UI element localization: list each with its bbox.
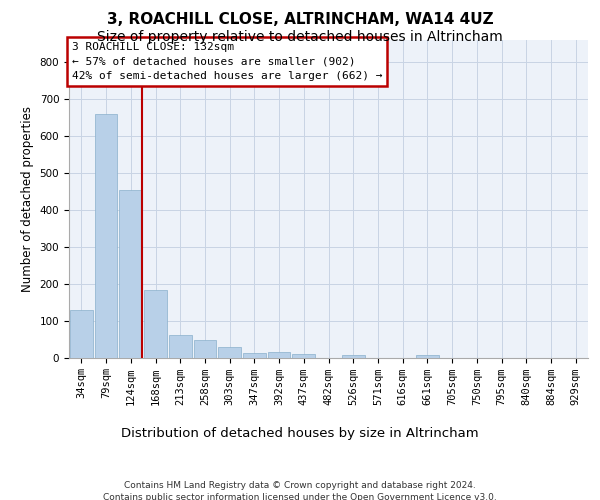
Bar — [194, 340, 216, 357]
Text: Contains public sector information licensed under the Open Government Licence v3: Contains public sector information licen… — [103, 492, 497, 500]
Text: Distribution of detached houses by size in Altrincham: Distribution of detached houses by size … — [121, 428, 479, 440]
Bar — [169, 334, 191, 357]
Bar — [119, 190, 142, 358]
Bar — [292, 354, 315, 358]
Bar — [70, 310, 93, 358]
Bar — [342, 354, 365, 358]
Bar — [243, 353, 266, 358]
Bar — [218, 347, 241, 358]
Text: Contains HM Land Registry data © Crown copyright and database right 2024.: Contains HM Land Registry data © Crown c… — [124, 481, 476, 490]
Text: Size of property relative to detached houses in Altrincham: Size of property relative to detached ho… — [97, 30, 503, 44]
Y-axis label: Number of detached properties: Number of detached properties — [21, 106, 34, 292]
Text: 3 ROACHILL CLOSE: 132sqm
← 57% of detached houses are smaller (902)
42% of semi-: 3 ROACHILL CLOSE: 132sqm ← 57% of detach… — [71, 42, 382, 81]
Bar — [416, 354, 439, 358]
Text: 3, ROACHILL CLOSE, ALTRINCHAM, WA14 4UZ: 3, ROACHILL CLOSE, ALTRINCHAM, WA14 4UZ — [107, 12, 493, 28]
Bar — [144, 290, 167, 358]
Bar — [268, 352, 290, 358]
Bar — [95, 114, 118, 358]
